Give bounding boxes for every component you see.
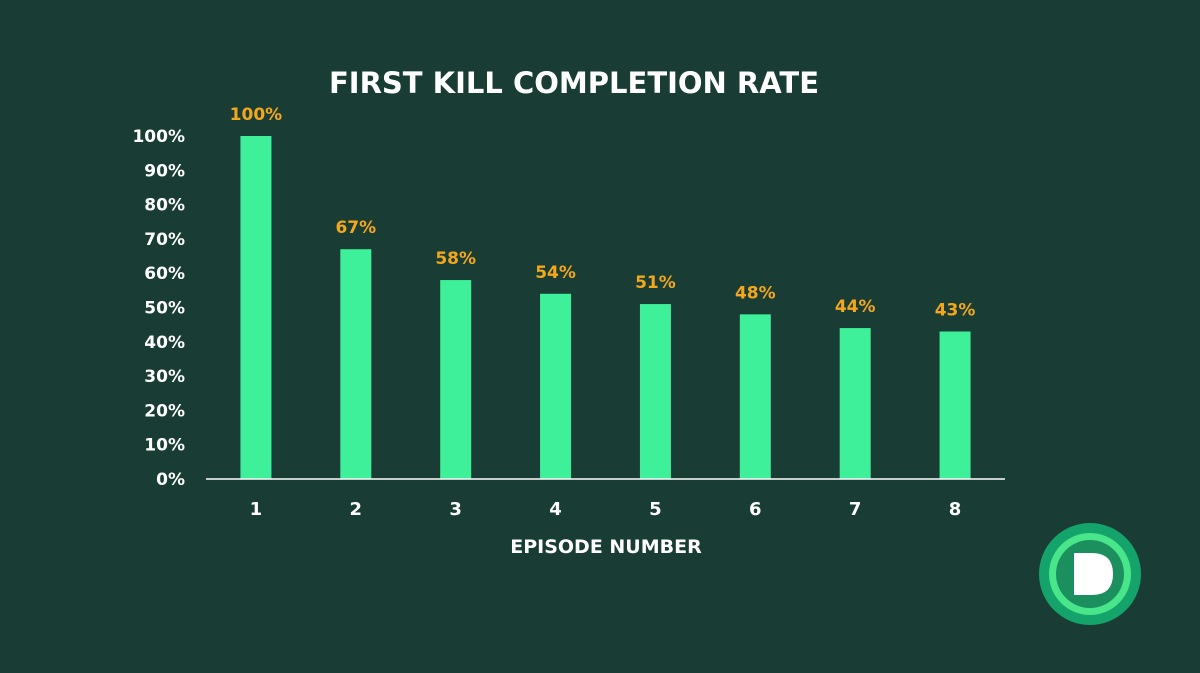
x-tick-label: 4 bbox=[549, 499, 562, 520]
y-tick-label: 100% bbox=[132, 127, 185, 147]
bar bbox=[240, 136, 272, 479]
data-label: 54% bbox=[535, 263, 576, 283]
x-tick-label: 7 bbox=[849, 499, 862, 520]
x-axis-ticks: 1 2 3 4 5 6 7 8 bbox=[250, 499, 962, 520]
data-label: 100% bbox=[230, 105, 283, 125]
bar bbox=[839, 328, 871, 479]
data-label: 67% bbox=[335, 218, 376, 238]
x-tick-label: 6 bbox=[749, 499, 762, 520]
y-tick-label: 0% bbox=[156, 470, 185, 490]
bar bbox=[639, 304, 671, 479]
chart-title: FIRST KILL COMPLETION RATE bbox=[329, 66, 819, 100]
x-tick-label: 5 bbox=[649, 499, 662, 520]
data-labels: 100% 67% 58% 54% 51% 48% 44% 43% bbox=[230, 105, 976, 321]
data-label: 48% bbox=[735, 283, 776, 303]
y-tick-label: 60% bbox=[144, 264, 185, 284]
bar bbox=[340, 249, 372, 479]
y-tick-label: 10% bbox=[144, 436, 185, 456]
bar bbox=[540, 293, 572, 479]
data-label: 58% bbox=[435, 249, 476, 269]
y-tick-label: 80% bbox=[144, 196, 185, 216]
bars bbox=[240, 136, 971, 479]
y-axis-ticks: 0% 10% 20% 30% 40% 50% 60% 70% 80% 90% 100% bbox=[132, 127, 185, 490]
x-tick-label: 3 bbox=[449, 499, 462, 520]
data-label: 44% bbox=[835, 297, 876, 317]
y-tick-label: 90% bbox=[144, 161, 185, 181]
bar bbox=[739, 314, 771, 479]
data-label: 51% bbox=[635, 273, 676, 293]
d-logo-icon bbox=[1039, 523, 1141, 625]
y-tick-label: 20% bbox=[144, 401, 185, 421]
y-tick-label: 50% bbox=[144, 299, 185, 319]
bar bbox=[440, 280, 472, 479]
y-tick-label: 40% bbox=[144, 333, 185, 353]
x-tick-label: 2 bbox=[350, 499, 363, 520]
bar bbox=[939, 331, 971, 479]
x-axis-label: EPISODE NUMBER bbox=[510, 536, 702, 558]
y-tick-label: 70% bbox=[144, 230, 185, 250]
y-tick-label: 30% bbox=[144, 367, 185, 387]
x-tick-label: 1 bbox=[250, 499, 263, 520]
data-label: 43% bbox=[935, 301, 976, 321]
x-tick-label: 8 bbox=[949, 499, 962, 520]
